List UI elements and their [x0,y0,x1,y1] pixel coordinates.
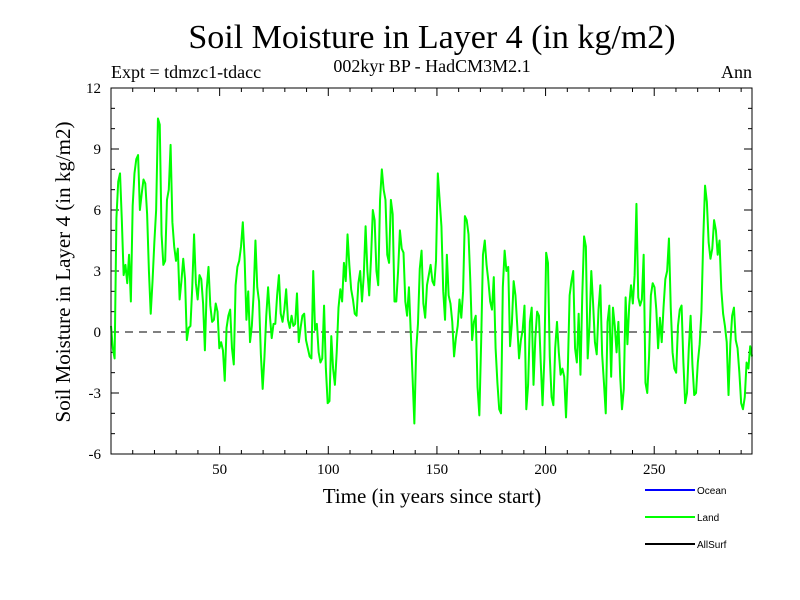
legend-label-ocean: Ocean [697,486,726,497]
y-tick-label: 12 [86,81,101,97]
y-tick-label: -6 [89,447,102,463]
legend: Ocean Land AllSurf [645,486,727,551]
x-tick-label: 50 [212,462,227,478]
x-tick-label: 200 [534,462,557,478]
y-tick-label: 6 [94,203,102,219]
plot-frame [110,87,753,455]
chart-subtitle: 002kyr BP - HadCM3M2.1 [333,56,530,76]
x-axis-title: Time (in years since start) [323,484,542,508]
season-label: Ann [721,62,752,82]
x-tick-label: 150 [426,462,449,478]
tick-labels: 50 100 150 200 250 -6 -3 0 3 6 9 12 [86,81,665,478]
x-tick-label: 250 [643,462,666,478]
y-tick-label: 3 [94,264,102,280]
y-axis-title: Soil Moisture in Layer 4 (in kg/m2) [51,122,75,423]
legend-label-land: Land [697,513,719,524]
experiment-label: Expt = tdmzc1-tdacc [111,62,261,82]
y-tick-label: 9 [94,142,102,158]
chart-title: Soil Moisture in Layer 4 (in kg/m2) [188,19,675,56]
series-line-land [110,117,753,425]
y-tick-label: 0 [94,325,102,341]
y-tick-label: -3 [89,386,102,402]
x-tick-label: 100 [317,462,340,478]
legend-label-allsurf: AllSurf [697,540,727,551]
